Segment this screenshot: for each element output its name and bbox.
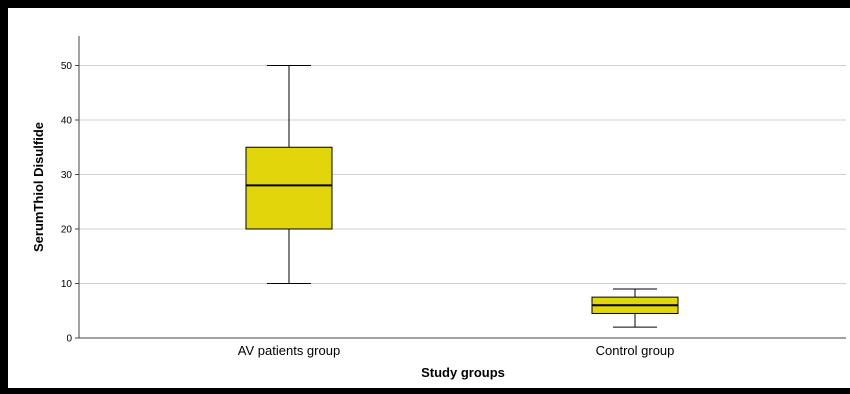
boxes [245, 65, 679, 328]
x-axis-title: Study groups [421, 365, 505, 380]
y-tick-label: 40 [61, 116, 73, 127]
y-tick-label: 10 [61, 279, 73, 290]
y-tick-label: 0 [66, 334, 72, 345]
box-plot-item [591, 288, 679, 328]
y-tick-label: 30 [61, 170, 73, 181]
y-tick-labels: 0 10 20 30 40 50 [61, 61, 79, 345]
x-category-label: AV patients group [238, 343, 340, 358]
y-tick-label: 50 [61, 61, 73, 72]
gridlines [79, 65, 846, 284]
y-axis-title: SerumThiol Disulfide [31, 122, 46, 252]
iqr-box [245, 146, 333, 230]
x-category-label: Control group [596, 343, 675, 358]
x-category-labels: AV patients group Control group [238, 343, 675, 358]
axes [78, 36, 846, 339]
y-tick-label: 20 [61, 225, 73, 236]
box-plot-item [245, 65, 333, 284]
